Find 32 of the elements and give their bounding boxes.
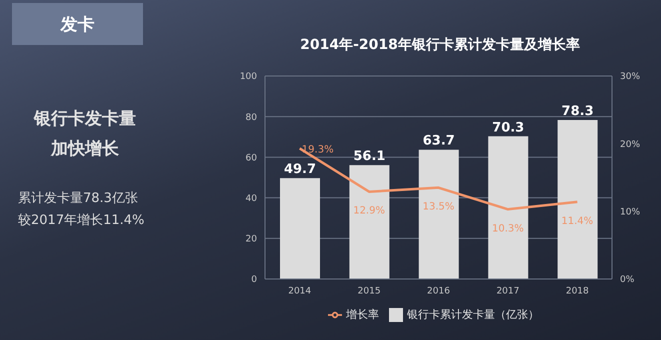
data-label: 10.3% xyxy=(492,223,524,234)
x-tick-label: 2016 xyxy=(427,286,450,296)
data-label: 12.9% xyxy=(353,206,385,217)
data-label: 49.7 xyxy=(284,162,316,178)
legend-label: 增长率 xyxy=(346,308,379,321)
data-label: 78.3 xyxy=(562,104,594,120)
x-tick-label: 2015 xyxy=(358,286,381,296)
text: 银行卡发卡量 xyxy=(32,108,137,131)
text: 较2017年增长11.4% xyxy=(18,212,144,230)
y-tick-label: 80 xyxy=(246,112,258,123)
y2-tick-label: 10% xyxy=(620,208,640,218)
text: 发卡 xyxy=(12,3,143,45)
y-tick-label: 20 xyxy=(246,234,258,245)
x-tick-label: 2014 xyxy=(288,286,312,296)
x-tick-label: 2017 xyxy=(496,286,520,296)
y-tick-label: 40 xyxy=(246,194,258,204)
x-tick-label: 2018 xyxy=(566,286,590,296)
text: 加快增长 xyxy=(50,138,120,161)
data-label: 70.3 xyxy=(492,120,524,136)
data-label: 63.7 xyxy=(422,134,455,149)
data-label: 13.5% xyxy=(422,202,454,213)
y2-tick-label: 0% xyxy=(620,275,635,286)
data-label: 11.4% xyxy=(561,216,594,227)
y-tick-label: 100 xyxy=(240,72,258,82)
chart-title: 2014年-2018年银行卡累计发卡量及增长率 xyxy=(299,36,581,54)
text: 累计发卡量78.3亿张 xyxy=(18,190,139,208)
legend-label: 银行卡累计发卡量（亿张） xyxy=(407,308,539,321)
y-tick-label: 60 xyxy=(246,153,258,164)
data-label: 56.1 xyxy=(353,149,386,164)
y-tick-label: 0 xyxy=(251,275,258,286)
y2-tick-label: 20% xyxy=(620,140,640,150)
y2-tick-label: 30% xyxy=(620,72,640,82)
